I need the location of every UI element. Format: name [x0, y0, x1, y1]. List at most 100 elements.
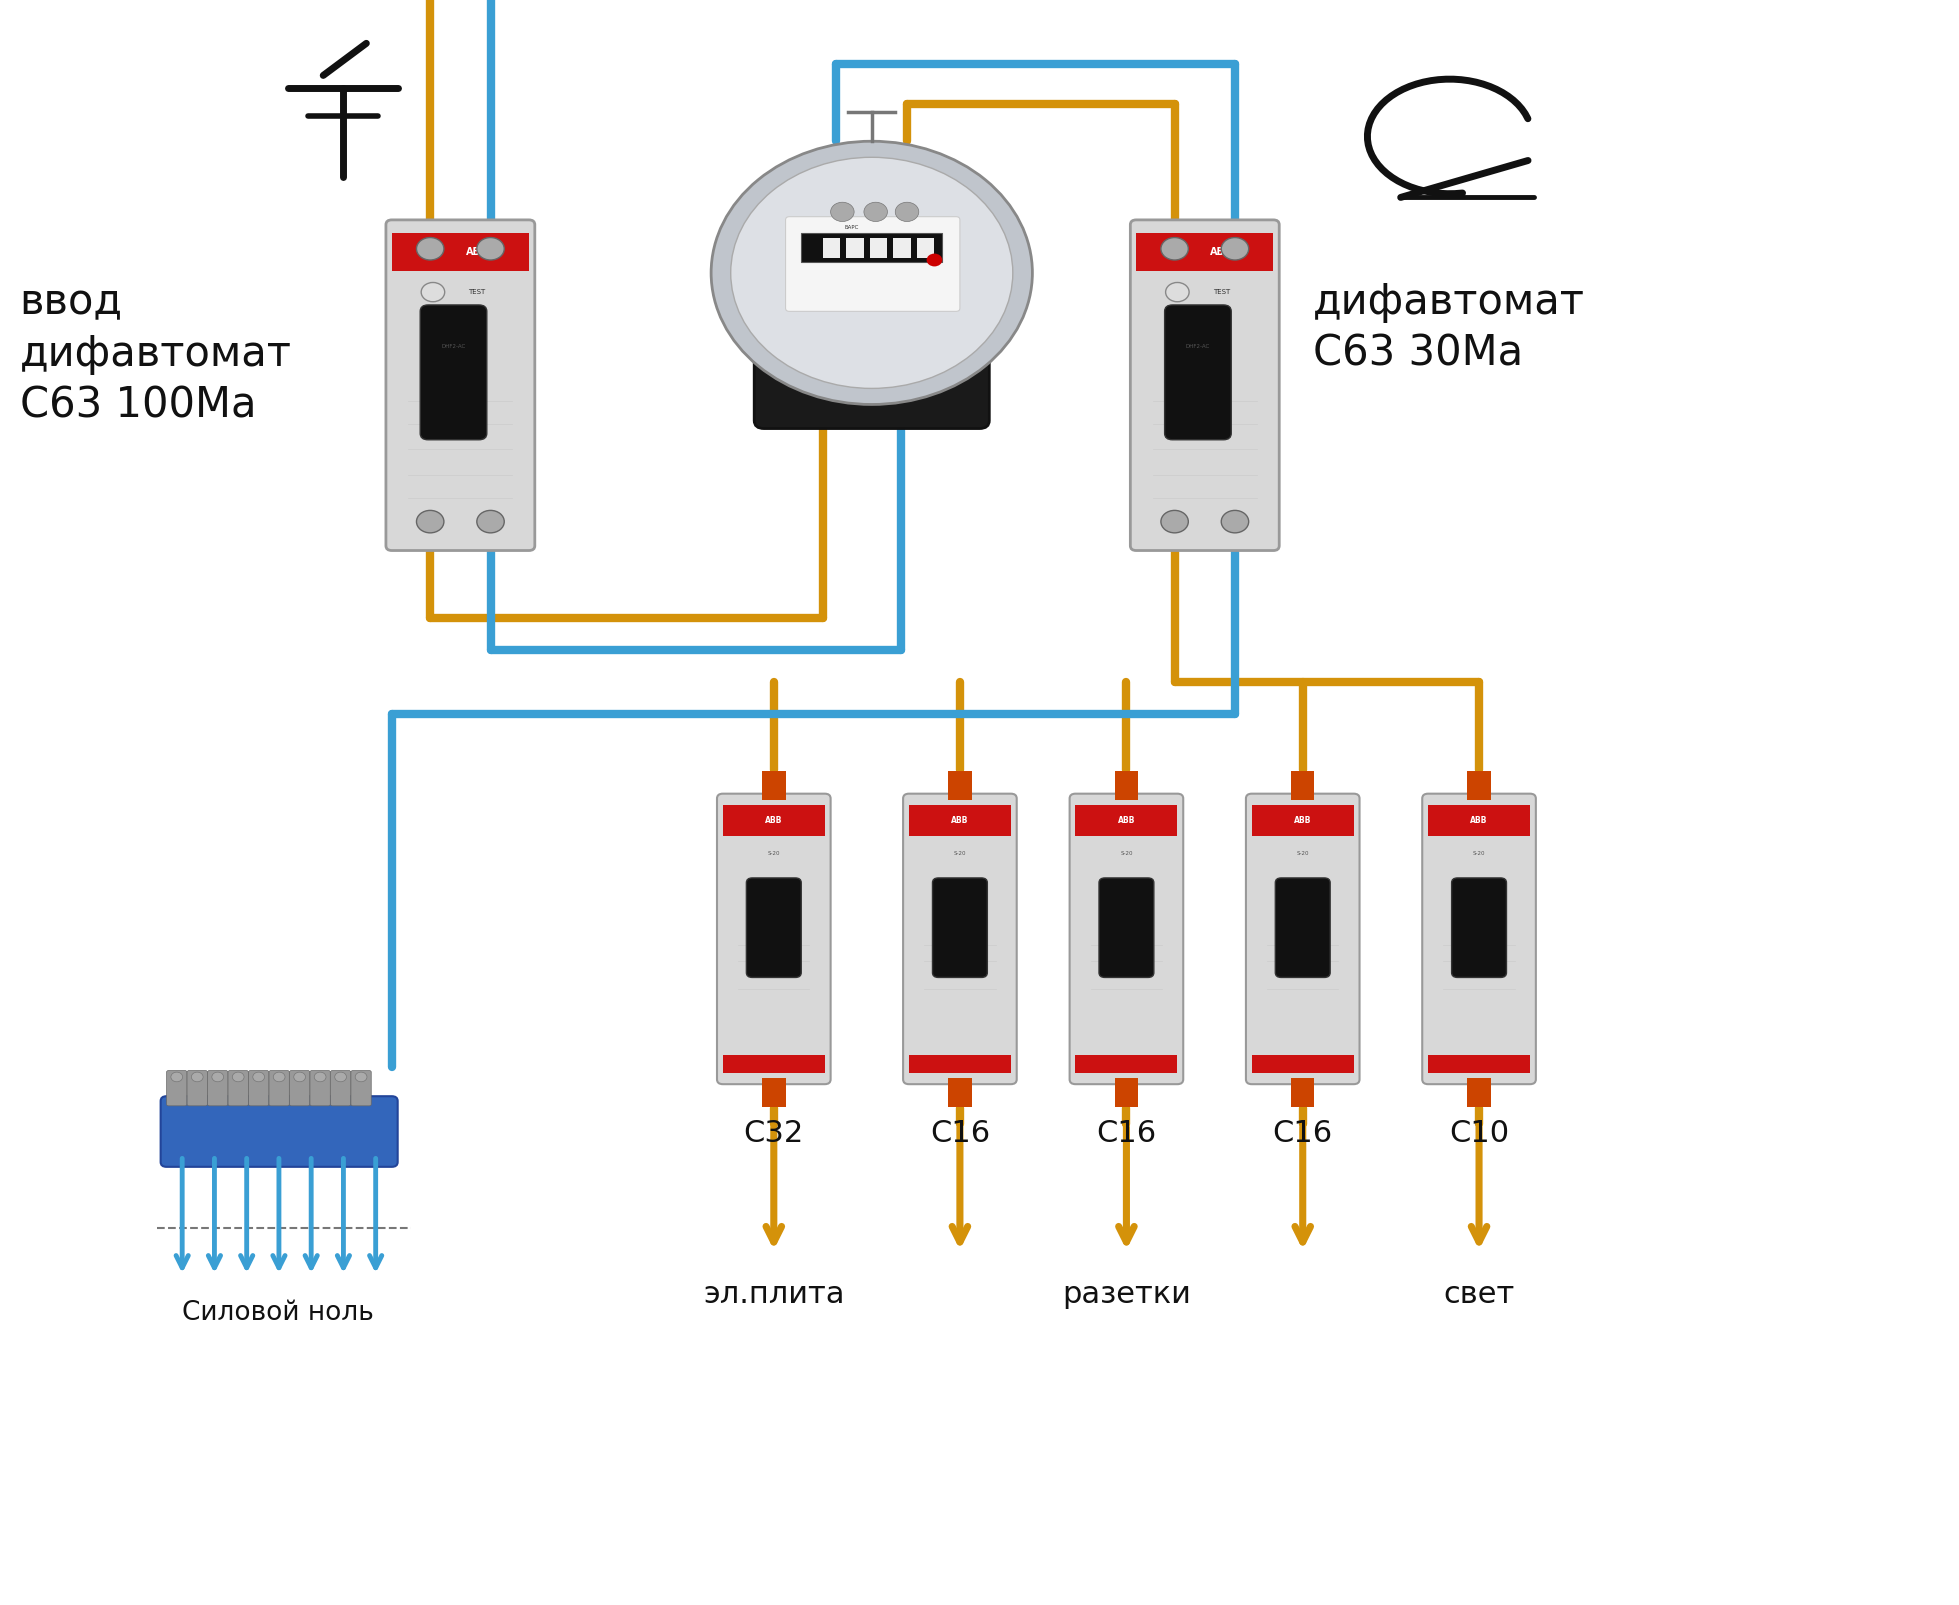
FancyBboxPatch shape	[331, 1071, 351, 1106]
Text: дифавтомат
С63 30Ма: дифавтомат С63 30Ма	[1313, 281, 1585, 376]
FancyBboxPatch shape	[208, 1071, 227, 1106]
Text: S-20: S-20	[1297, 851, 1309, 855]
Circle shape	[417, 510, 445, 533]
Bar	[909, 806, 1011, 836]
Bar	[917, 238, 934, 258]
FancyBboxPatch shape	[290, 1071, 310, 1106]
Bar	[723, 806, 825, 836]
Circle shape	[476, 238, 503, 260]
FancyBboxPatch shape	[1275, 878, 1330, 977]
Circle shape	[731, 157, 1013, 388]
FancyBboxPatch shape	[310, 1071, 331, 1106]
FancyBboxPatch shape	[717, 793, 831, 1085]
Circle shape	[170, 1072, 182, 1082]
Circle shape	[294, 1072, 306, 1082]
Text: Силовой ноль: Силовой ноль	[182, 1300, 374, 1326]
FancyBboxPatch shape	[249, 1071, 268, 1106]
Bar	[762, 1079, 786, 1107]
Bar	[1467, 1079, 1491, 1107]
Bar	[823, 238, 840, 258]
Text: ABB: ABB	[952, 815, 968, 825]
Bar	[1291, 772, 1314, 801]
Bar	[1115, 772, 1138, 801]
Circle shape	[864, 202, 887, 221]
Circle shape	[831, 202, 854, 221]
FancyBboxPatch shape	[746, 878, 801, 977]
FancyBboxPatch shape	[1164, 305, 1230, 440]
Bar	[723, 1054, 825, 1072]
Text: С32: С32	[744, 1120, 803, 1149]
Bar	[1136, 233, 1273, 271]
Circle shape	[417, 238, 445, 260]
FancyBboxPatch shape	[1099, 878, 1154, 977]
Text: S-20: S-20	[1121, 851, 1132, 855]
Circle shape	[335, 1072, 347, 1082]
Text: S-20: S-20	[768, 851, 780, 855]
Bar	[762, 772, 786, 801]
Text: С16: С16	[931, 1120, 989, 1149]
Bar	[846, 238, 864, 258]
Circle shape	[253, 1072, 264, 1082]
Text: S-20: S-20	[1473, 851, 1485, 855]
Text: ABB: ABB	[1471, 815, 1487, 825]
Text: эл.плита: эл.плита	[703, 1281, 844, 1310]
FancyBboxPatch shape	[903, 793, 1017, 1085]
Bar	[392, 233, 529, 271]
FancyBboxPatch shape	[801, 233, 942, 262]
Bar	[909, 1054, 1011, 1072]
Circle shape	[711, 141, 1032, 404]
Text: ввод
дифавтомат
С63 100Ма: ввод дифавтомат С63 100Ма	[20, 281, 292, 427]
Circle shape	[355, 1072, 366, 1082]
Text: TEST: TEST	[468, 289, 486, 295]
Bar	[870, 238, 887, 258]
FancyBboxPatch shape	[1070, 793, 1183, 1085]
Text: разетки: разетки	[1062, 1281, 1191, 1310]
Circle shape	[895, 202, 919, 221]
FancyBboxPatch shape	[351, 1071, 370, 1106]
Bar	[948, 1079, 972, 1107]
Text: С10: С10	[1450, 1120, 1508, 1149]
Text: ABB: ABB	[466, 247, 488, 257]
FancyBboxPatch shape	[932, 878, 987, 977]
Text: БАРС: БАРС	[844, 225, 860, 231]
Circle shape	[1220, 238, 1248, 260]
Circle shape	[192, 1072, 204, 1082]
FancyBboxPatch shape	[1422, 793, 1536, 1085]
Bar	[1075, 1054, 1177, 1072]
Text: DHF2-AC: DHF2-AC	[441, 343, 466, 350]
Circle shape	[212, 1072, 223, 1082]
Circle shape	[421, 282, 445, 302]
Text: DHF2-AC: DHF2-AC	[1185, 343, 1211, 350]
Circle shape	[1162, 510, 1189, 533]
Circle shape	[272, 1072, 286, 1082]
FancyBboxPatch shape	[268, 1071, 290, 1106]
FancyBboxPatch shape	[188, 1071, 208, 1106]
Text: ABB: ABB	[766, 815, 782, 825]
FancyBboxPatch shape	[227, 1071, 249, 1106]
Bar	[893, 238, 911, 258]
Bar	[1467, 772, 1491, 801]
FancyBboxPatch shape	[167, 1071, 186, 1106]
Bar	[1428, 806, 1530, 836]
Bar	[948, 772, 972, 801]
Text: TEST: TEST	[1213, 289, 1230, 295]
Circle shape	[1220, 510, 1248, 533]
FancyBboxPatch shape	[1452, 878, 1506, 977]
Circle shape	[1166, 282, 1189, 302]
Bar	[1428, 1054, 1530, 1072]
Text: С16: С16	[1097, 1120, 1156, 1149]
Text: ABB: ABB	[1119, 815, 1134, 825]
FancyBboxPatch shape	[419, 305, 486, 440]
Text: S-20: S-20	[954, 851, 966, 855]
Bar	[1252, 1054, 1354, 1072]
Circle shape	[476, 510, 503, 533]
Bar	[1115, 1079, 1138, 1107]
Text: С16: С16	[1273, 1120, 1332, 1149]
FancyBboxPatch shape	[161, 1096, 398, 1167]
FancyBboxPatch shape	[386, 220, 535, 551]
Circle shape	[313, 1072, 325, 1082]
Text: ABB: ABB	[1211, 247, 1232, 257]
Bar	[1291, 1079, 1314, 1107]
FancyBboxPatch shape	[1246, 793, 1360, 1085]
Circle shape	[233, 1072, 245, 1082]
